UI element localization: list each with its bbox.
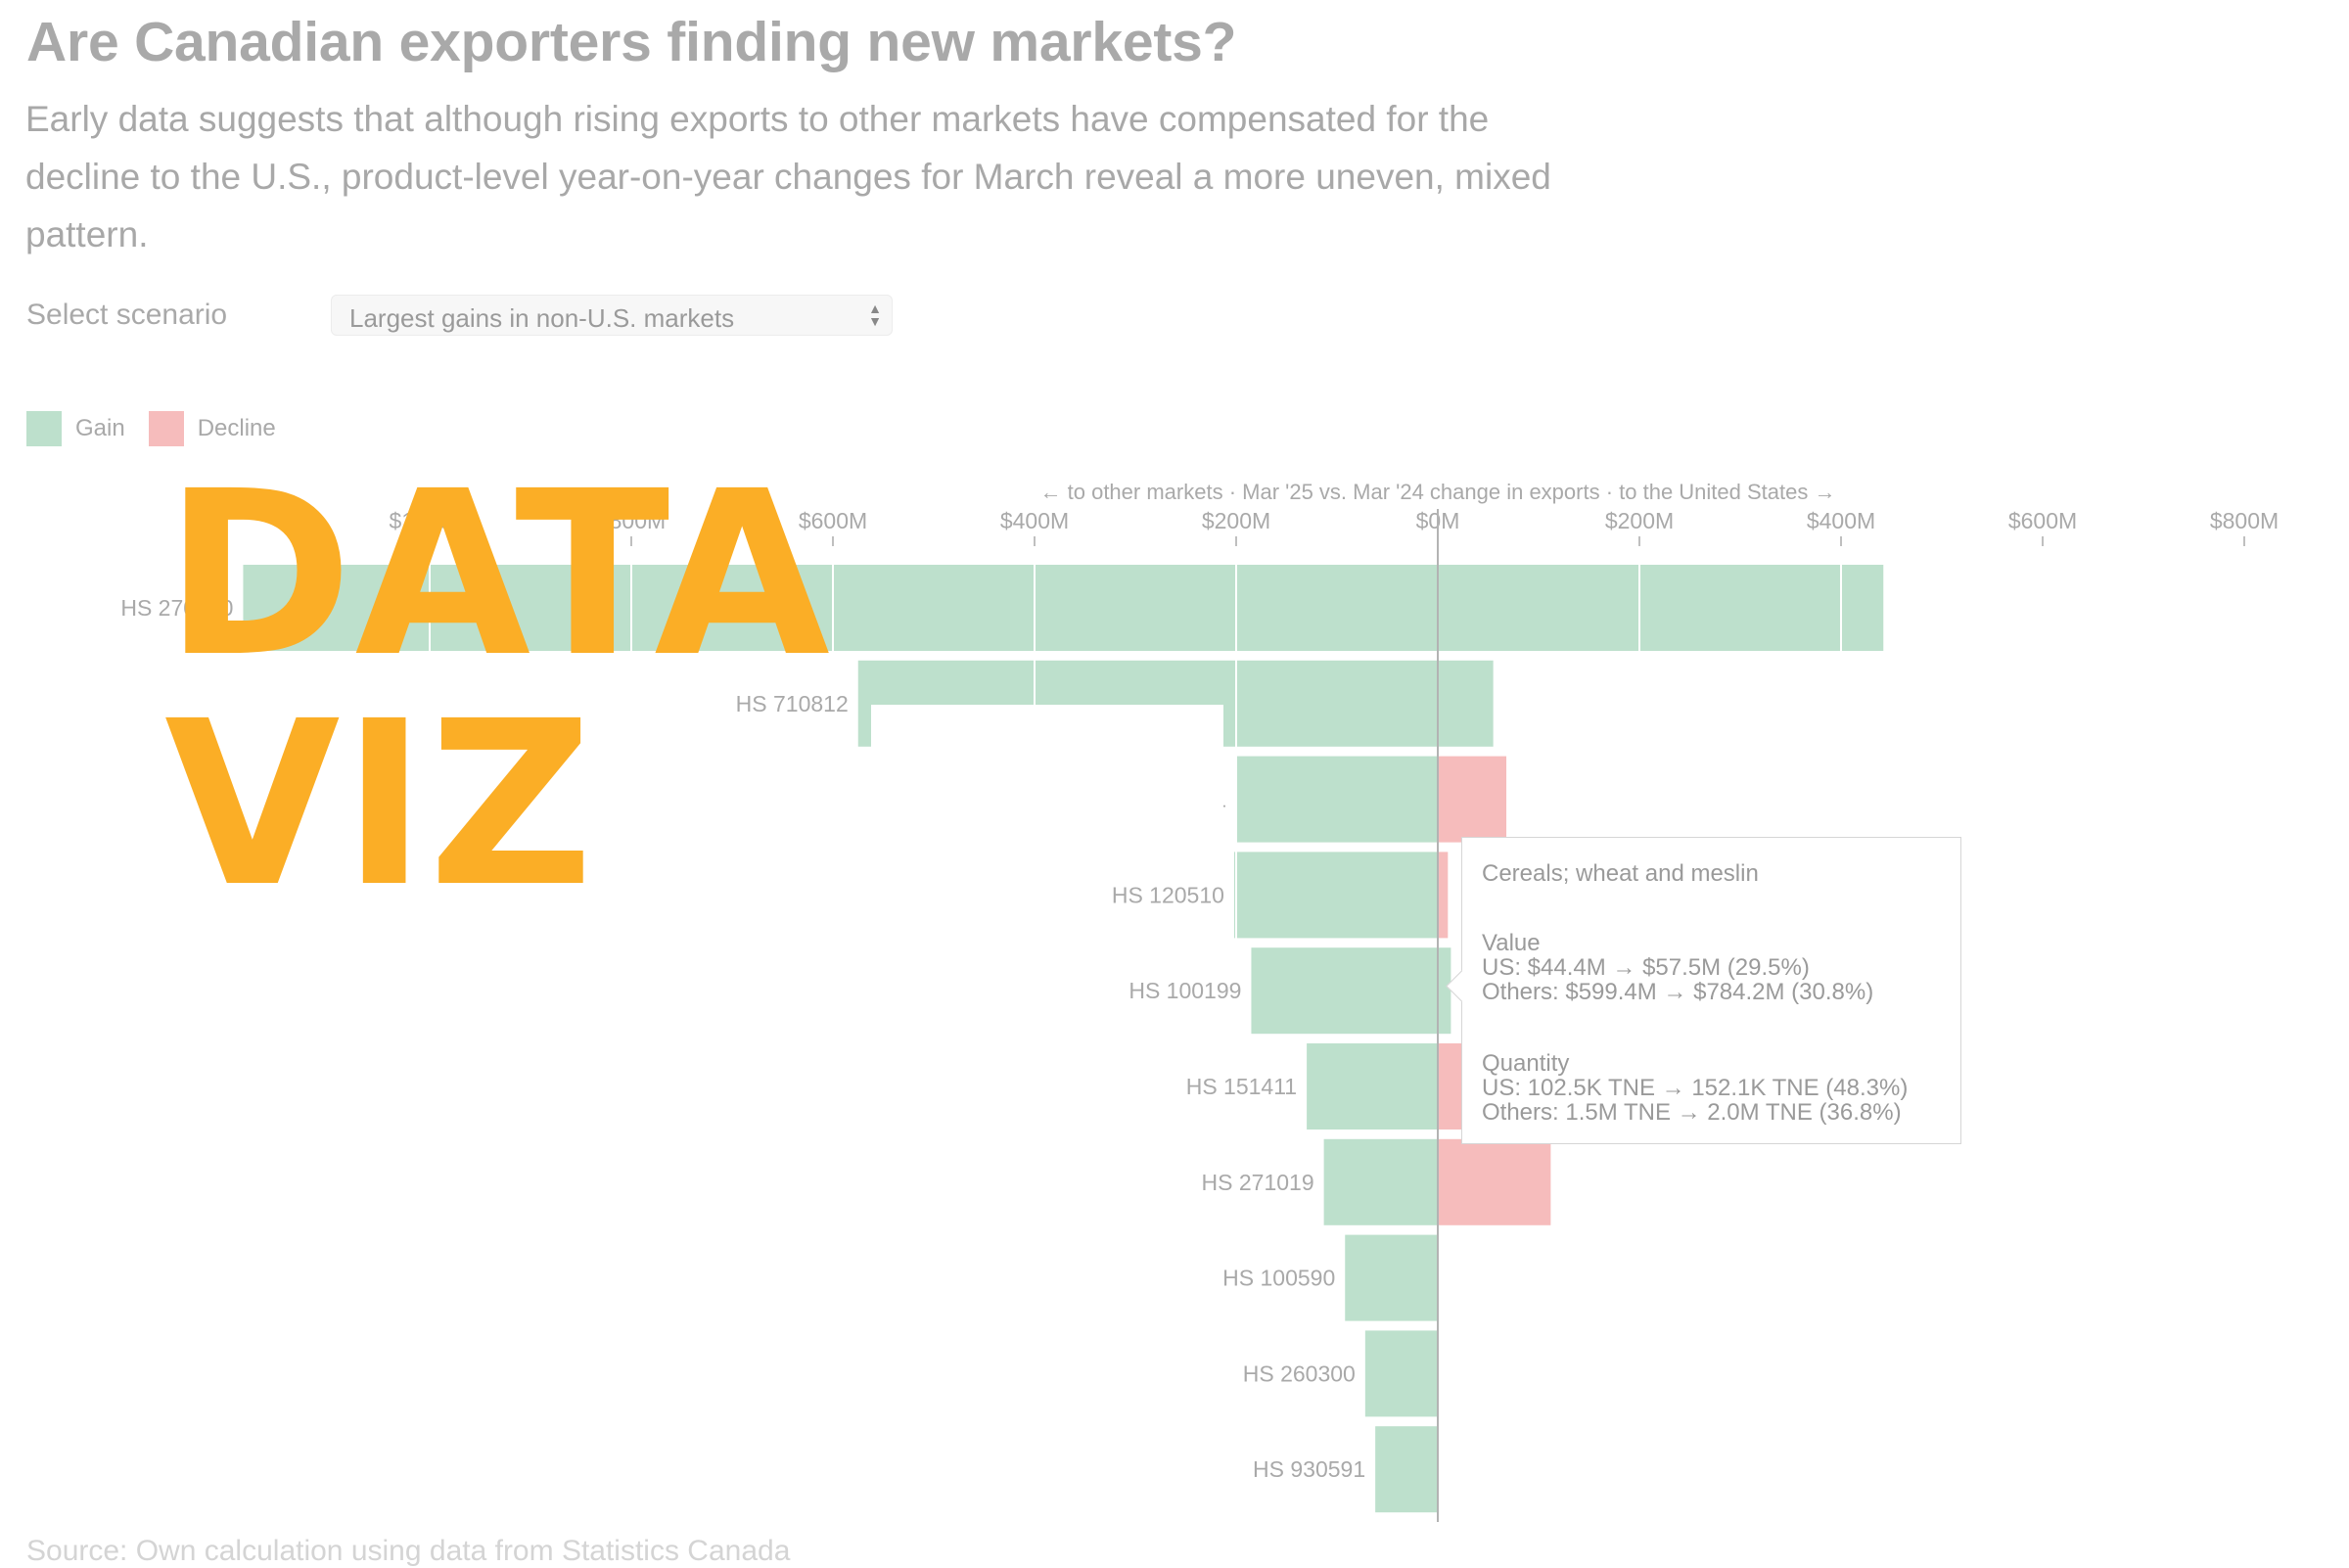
bar-other-markets[interactable] [1233, 852, 1438, 939]
scenario-label: Select scenario [26, 299, 228, 331]
bar-other-markets[interactable] [243, 565, 1439, 651]
tick-label: $800M [597, 508, 666, 533]
tooltip-value-header: Value [1482, 930, 1541, 956]
page-subtitle: Early data suggests that although rising… [25, 99, 1551, 254]
legend-swatch-decline [148, 411, 184, 446]
tick-label: $200M [1605, 508, 1674, 533]
category-label: HS 710812 [736, 691, 849, 716]
bar-united-states[interactable] [1438, 565, 1884, 651]
bar-other-markets[interactable] [1345, 1234, 1438, 1321]
category-label: HS 120510 [1112, 882, 1224, 907]
page-title: Are Canadian exporters finding new marke… [26, 11, 1237, 73]
category-labels: HS 270900 HS 710812 HS 260111 HS 120510 HS 1… [120, 595, 1365, 1482]
bar-united-states[interactable] [1438, 852, 1449, 939]
scenario-select-value: Largest gains in non-U.S. markets [349, 303, 735, 333]
tick-label: $400M [1000, 508, 1069, 533]
bars [243, 565, 1884, 1513]
tooltip-quantity-header: Quantity [1482, 1050, 1570, 1077]
category-label: HS 151411 [1186, 1074, 1297, 1099]
category-label: HS 100590 [1222, 1266, 1335, 1291]
tick-label: $400M [1807, 508, 1875, 533]
select-arrows-icon: ▲ ▼ [868, 300, 882, 329]
tooltip-quantity-others: Others: 1.5M TNE → 2.0M TNE (36.8%) [1482, 1099, 1902, 1126]
bar-united-states[interactable] [1438, 660, 1494, 747]
legend: Gain Decline [26, 411, 299, 446]
legend-swatch-gain [26, 411, 62, 446]
tick-label: $200M [1202, 508, 1270, 533]
bar-united-states[interactable] [1438, 947, 1451, 1035]
bar-other-markets[interactable] [1236, 756, 1438, 843]
x-axis: $1000M $800M $600M $400M $200M $0M $200M $400M $… [389, 508, 2279, 1522]
tick-label: $1000M [389, 508, 470, 533]
tick-label: $600M [799, 508, 867, 533]
bar-other-markets[interactable] [1307, 1043, 1438, 1130]
tooltip: Cereals; wheat and meslin Value US: $44.… [1446, 837, 1961, 1144]
bar-other-markets[interactable] [1323, 1138, 1438, 1225]
bar-other-markets[interactable] [1375, 1426, 1438, 1513]
tick-label: $800M [2210, 508, 2279, 533]
scenario-select[interactable]: Largest gains in non-U.S. markets ▲ ▼ [331, 295, 893, 336]
tooltip-quantity-us: US: 102.5K TNE → 152.1K TNE (48.3%) [1482, 1075, 1909, 1101]
tooltip-value-others: Others: $599.4M → $784.2M (30.8%) [1482, 979, 1874, 1005]
bar-united-states[interactable] [1438, 756, 1507, 843]
bar-other-markets[interactable] [1364, 1330, 1438, 1417]
axis-title: ← to other markets · Mar '25 vs. Mar '24… [1040, 480, 1836, 504]
tooltip-title: Cereals; wheat and meslin [1482, 860, 1759, 887]
bar-other-markets[interactable] [1251, 947, 1438, 1035]
tooltip-value-us: US: $44.4M → $57.5M (29.5%) [1482, 954, 1810, 981]
tick-label: $600M [2008, 508, 2077, 533]
category-label: HS 260300 [1243, 1360, 1356, 1386]
category-label: HS 930591 [1253, 1456, 1365, 1482]
category-label: HS 271019 [1202, 1170, 1314, 1195]
legend-label-decline: Decline [197, 415, 276, 441]
legend-label-gain: Gain [75, 415, 125, 441]
category-label: HS 260111 [1117, 787, 1226, 812]
source-note: Source: Own calculation using data from … [26, 1535, 791, 1567]
bar-united-states[interactable] [1438, 1138, 1551, 1225]
bar-other-markets[interactable] [857, 660, 1438, 747]
grid-lines [429, 509, 2245, 1522]
category-label: HS 100199 [1128, 978, 1241, 1003]
category-label: HS 270900 [120, 595, 233, 621]
